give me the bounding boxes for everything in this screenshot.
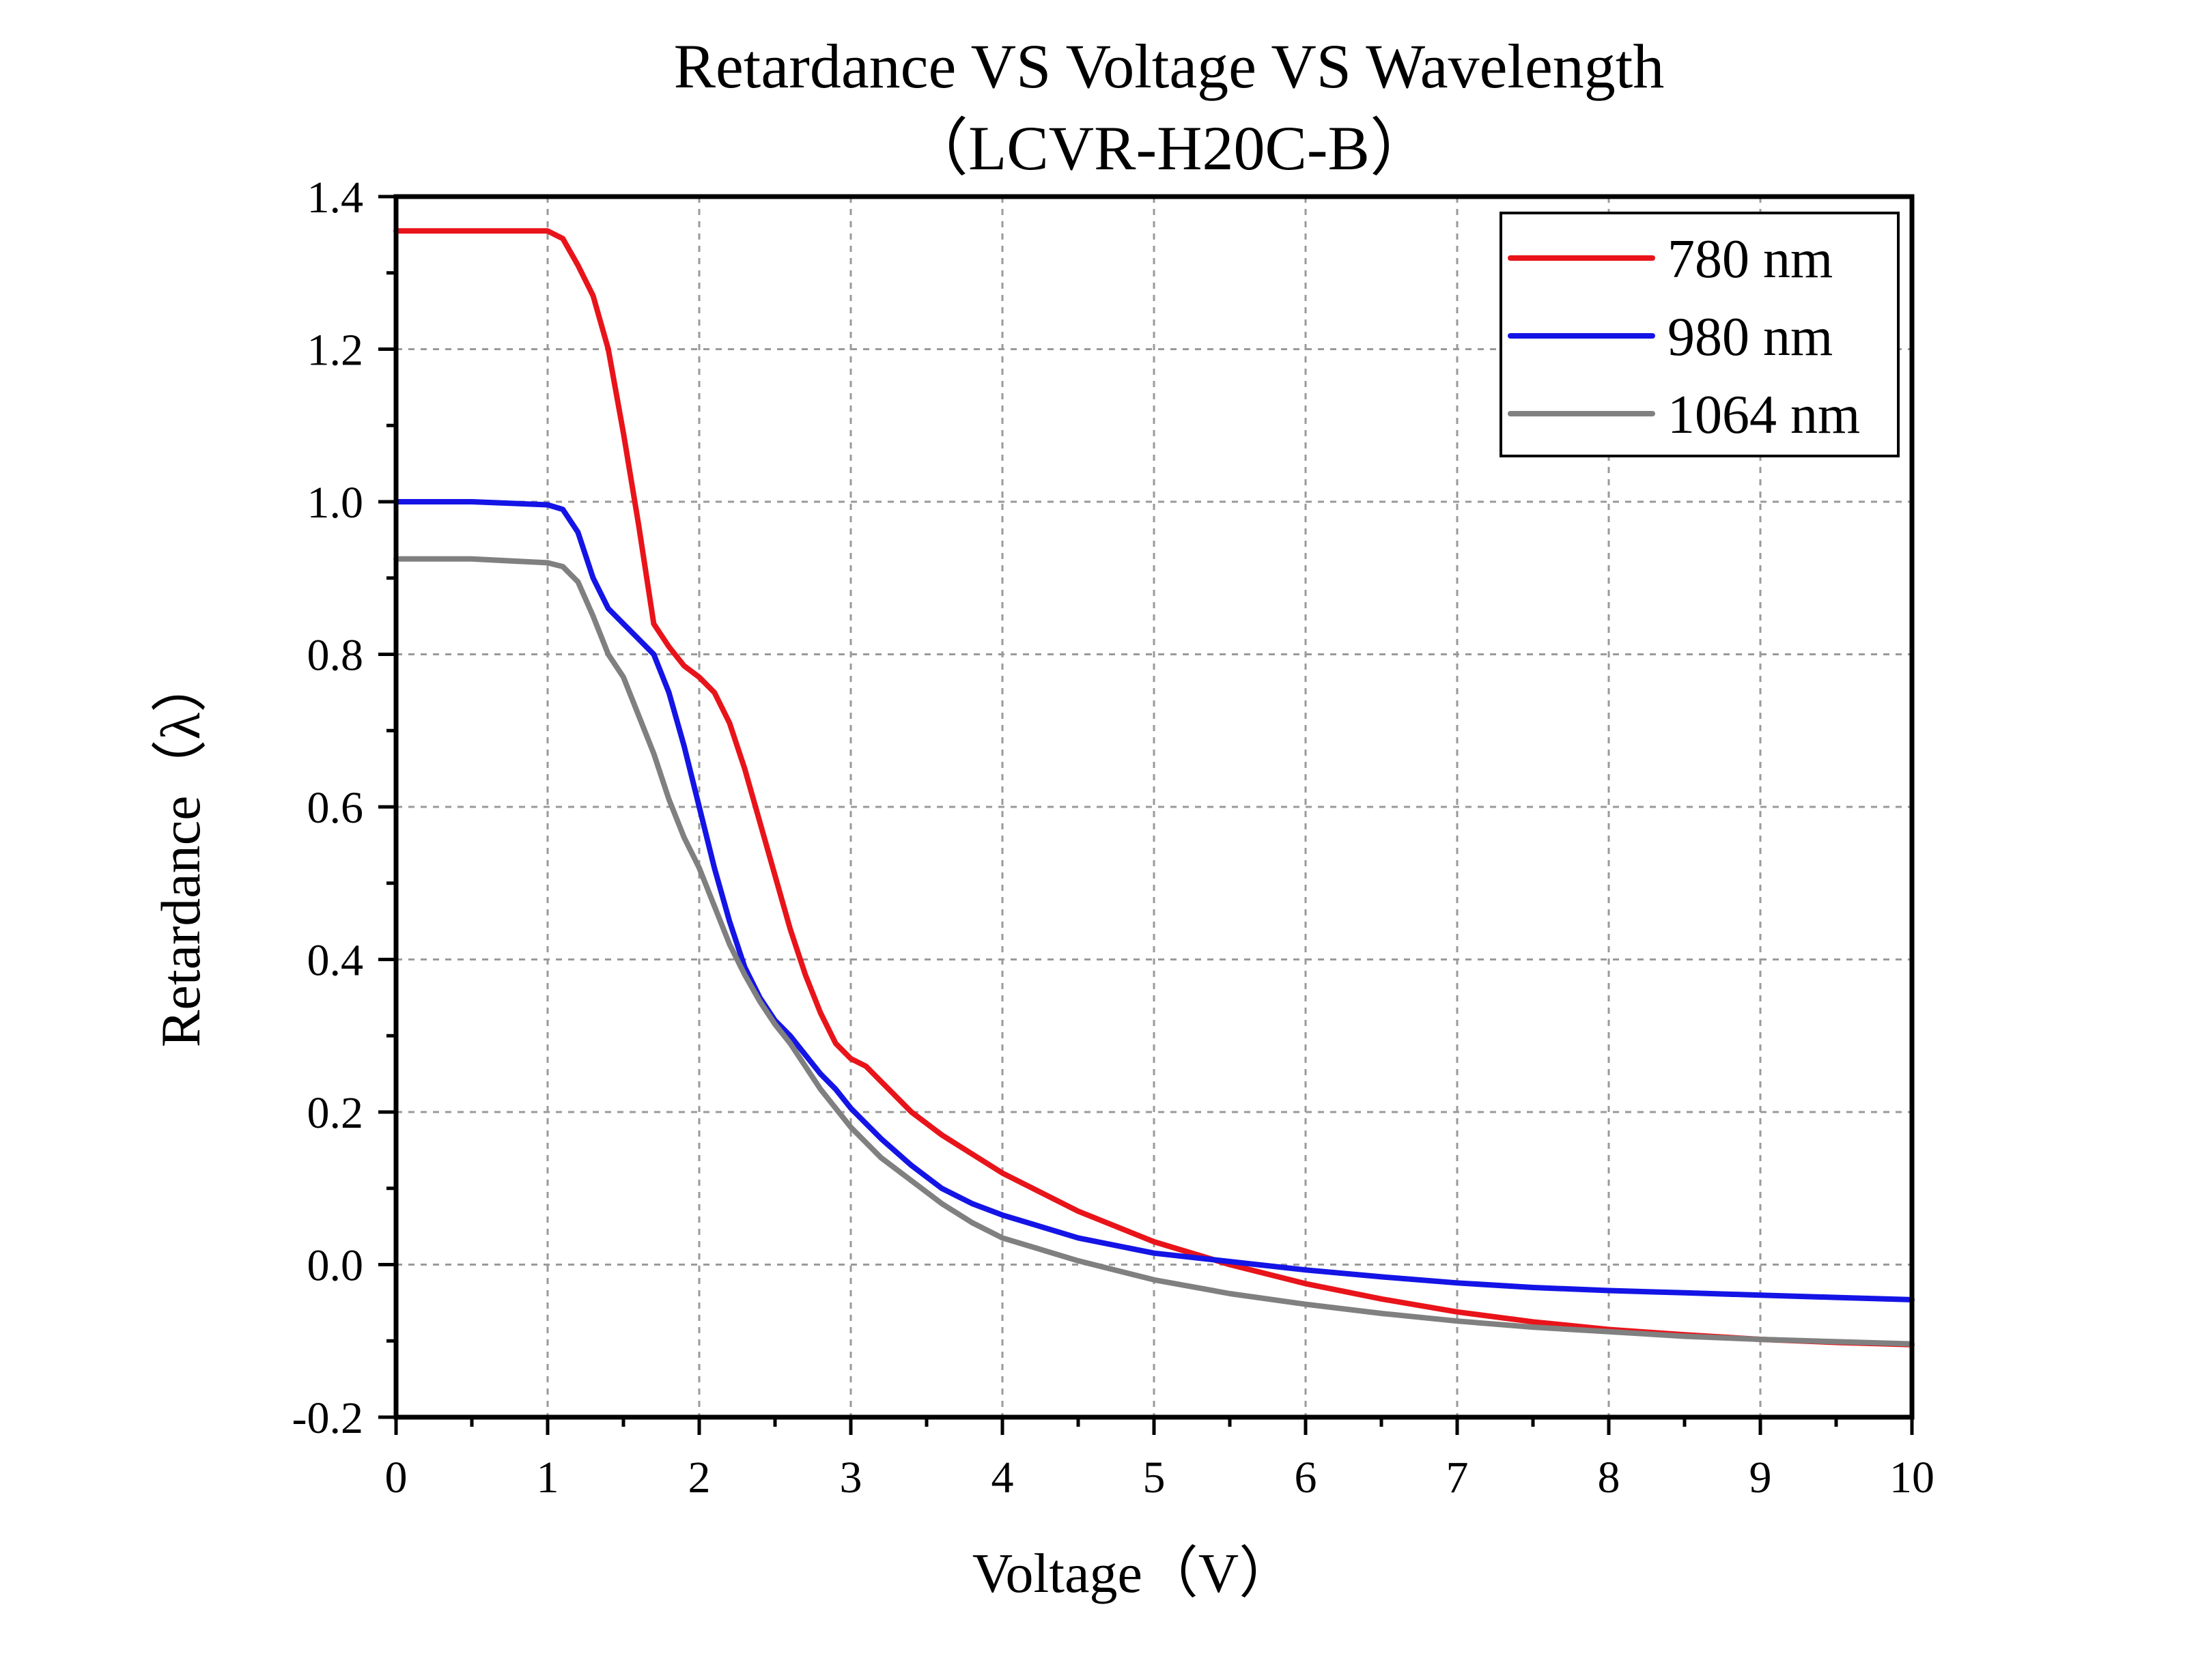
y-tick-label: 1.2 xyxy=(307,326,364,375)
x-tick-label: 4 xyxy=(991,1453,1014,1503)
x-tick-label: 7 xyxy=(1446,1453,1469,1503)
legend-label-2: 980 nm xyxy=(1667,307,1833,367)
legend-label-1: 780 nm xyxy=(1667,229,1833,289)
y-tick-label: 0.2 xyxy=(307,1088,364,1138)
y-tick-label: -0.2 xyxy=(292,1393,363,1443)
y-tick-label: 0.8 xyxy=(307,631,364,681)
y-tick-label: 1.4 xyxy=(307,173,364,223)
x-tick-label: 0 xyxy=(385,1453,408,1503)
x-tick-label: 10 xyxy=(1889,1453,1934,1503)
x-tick-label: 5 xyxy=(1143,1453,1166,1503)
series-line-1 xyxy=(393,228,1915,1348)
y-tick-label: 0.0 xyxy=(307,1241,364,1291)
x-tick-label: 1 xyxy=(537,1453,559,1503)
legend: 780 nm 980 nm 1064 nm xyxy=(1500,212,1900,457)
axes xyxy=(378,194,1915,1435)
x-axis-label: Voltage（V） xyxy=(972,1542,1295,1604)
chart-subtitle: （LCVR-H20C-B） xyxy=(905,113,1433,183)
series-line-2 xyxy=(393,499,1915,1302)
y-tick-label: 0.6 xyxy=(307,783,364,833)
x-tick-label: 8 xyxy=(1598,1453,1620,1503)
y-tick-label: 0.4 xyxy=(307,936,364,986)
legend-label-3: 1064 nm xyxy=(1667,385,1860,445)
chart-title: Retardance VS Voltage VS Wavelength xyxy=(674,31,1665,101)
series-line-3 xyxy=(393,556,1915,1347)
tick-labels: 0 1 2 3 4 5 6 7 8 9 10 -0.2 0.0 0.2 0.4 0.6 0.8 1.0 1.2 1.4 xyxy=(292,173,1934,1503)
y-tick-label: 1.0 xyxy=(307,478,364,528)
x-tick-label: 2 xyxy=(688,1453,711,1503)
x-tick-label: 3 xyxy=(840,1453,862,1503)
series-layer xyxy=(393,228,1915,1348)
x-tick-label: 6 xyxy=(1295,1453,1317,1503)
y-axis-label: Retardance（λ） xyxy=(150,657,212,1048)
x-tick-label: 9 xyxy=(1749,1453,1772,1503)
